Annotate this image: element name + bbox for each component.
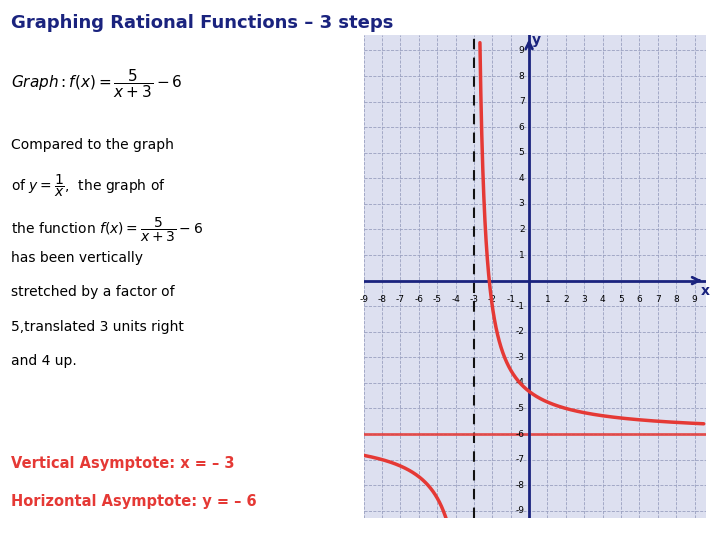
Text: 4: 4 [519,174,524,183]
Text: -3: -3 [469,295,478,303]
Text: -9: -9 [359,295,368,303]
Text: Vertical Asymptote: x = – 3: Vertical Asymptote: x = – 3 [11,456,234,471]
Text: -5: -5 [433,295,441,303]
Text: stretched by a factor of: stretched by a factor of [11,285,174,299]
Text: -9: -9 [516,506,524,515]
Text: 3: 3 [581,295,587,303]
Text: -1: -1 [506,295,516,303]
Text: -2: -2 [488,295,497,303]
Text: 9: 9 [518,46,524,55]
Text: -3: -3 [516,353,524,362]
Text: of $y = \dfrac{1}{x}$,  the graph of: of $y = \dfrac{1}{x}$, the graph of [11,173,166,199]
Text: -4: -4 [516,379,524,387]
Text: -1: -1 [516,302,524,310]
Text: -8: -8 [377,295,387,303]
Text: 5: 5 [618,295,624,303]
Text: -8: -8 [516,481,524,490]
Text: 4: 4 [600,295,606,303]
Text: and 4 up.: and 4 up. [11,354,76,368]
Text: 5,translated 3 units right: 5,translated 3 units right [11,320,184,334]
Text: 8: 8 [518,71,524,80]
Text: -6: -6 [516,429,524,438]
Text: 2: 2 [519,225,524,234]
Text: 7: 7 [655,295,661,303]
Text: Horizontal Asymptote: y = – 6: Horizontal Asymptote: y = – 6 [11,494,256,509]
Text: $\mathit{Graph}: f(x) = \dfrac{5}{x+3} - 6$: $\mathit{Graph}: f(x) = \dfrac{5}{x+3} -… [11,68,182,100]
Text: the function $f(x) = \dfrac{5}{x+3} - 6$: the function $f(x) = \dfrac{5}{x+3} - 6$ [11,216,203,244]
Text: has been vertically: has been vertically [11,251,143,265]
Text: -7: -7 [516,455,524,464]
Text: Graphing Rational Functions – 3 steps: Graphing Rational Functions – 3 steps [11,14,393,31]
Text: x: x [701,284,710,298]
Text: 7: 7 [518,97,524,106]
Text: 1: 1 [544,295,550,303]
Text: 3: 3 [518,199,524,208]
Text: 1: 1 [518,251,524,260]
Text: y: y [532,33,541,47]
Text: 6: 6 [518,123,524,132]
Text: Compared to the graph: Compared to the graph [11,138,174,152]
Text: 9: 9 [692,295,698,303]
Text: -5: -5 [516,404,524,413]
Text: -2: -2 [516,327,524,336]
Text: 2: 2 [563,295,569,303]
Text: -4: -4 [451,295,460,303]
Text: -6: -6 [414,295,423,303]
Text: 6: 6 [636,295,642,303]
Text: -7: -7 [396,295,405,303]
Text: 8: 8 [673,295,679,303]
Text: 5: 5 [518,148,524,157]
